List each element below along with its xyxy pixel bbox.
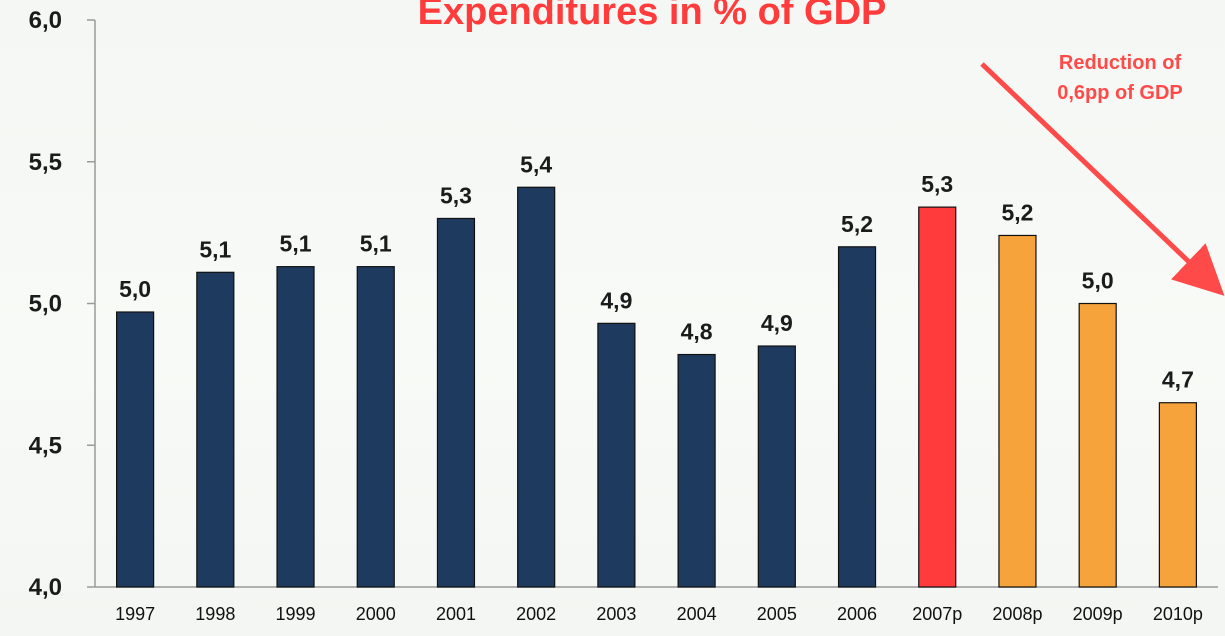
bar-2005 [757, 345, 796, 588]
bar-2001 [436, 217, 476, 588]
annotation-line-1: Reduction of [1059, 52, 1182, 74]
x-tick-label-2005: 2005 [757, 604, 797, 624]
data-label-2009p: 5,0 [1082, 268, 1114, 294]
bar-2008p [998, 234, 1037, 588]
bar-1999 [276, 266, 315, 588]
bar-2002 [517, 186, 556, 588]
bar-1997 [116, 311, 155, 588]
data-labels: 5,0 5,1 5,1 5,1 5,3 5,4 4,9 4,8 4,9 5,2 5,3 5,2 5,0 4… [119, 151, 1194, 392]
bar-2000 [356, 266, 395, 588]
data-label-2006: 5,2 [841, 211, 873, 237]
x-tick-label-2004: 2004 [677, 604, 717, 624]
data-label-2001: 5,3 [440, 182, 472, 208]
x-tick-label-2002: 2002 [516, 604, 556, 624]
x-tick-label-2006: 2006 [837, 604, 877, 624]
x-tick-label-2000: 2000 [356, 604, 396, 624]
data-label-2004: 4,8 [681, 319, 713, 345]
y-tick-label: 5,0 [29, 291, 62, 318]
bar-2007p [918, 206, 957, 588]
bar-2006 [837, 246, 877, 588]
bar-2010p [1158, 402, 1197, 588]
x-tick-label-1999: 1999 [276, 604, 316, 624]
data-label-2008p: 5,2 [1001, 199, 1033, 225]
chart-title: Expenditures in % of GDP [418, 0, 887, 33]
data-label-1999: 5,1 [280, 231, 312, 257]
y-tick-label: 4,5 [29, 432, 62, 459]
data-label-1997: 5,0 [119, 276, 151, 302]
reduction-annotation: Reduction of 0,6pp of GDP [980, 52, 1225, 296]
x-axis-ticks: 1997 1998 1999 2000 2001 2002 2003 2004 2005 2006… [115, 604, 1203, 624]
reduction-arrow-icon [980, 62, 1225, 296]
x-tick-label-2008p: 2008p [992, 604, 1042, 624]
bar-1998 [196, 271, 235, 588]
bar-2009p [1078, 302, 1117, 588]
y-tick-label: 4,0 [29, 574, 62, 601]
data-label-2003: 4,9 [600, 287, 632, 313]
x-tick-label-1997: 1997 [115, 604, 155, 624]
y-tick-label: 5,5 [29, 149, 62, 176]
bar-2003 [597, 322, 636, 588]
x-tick-label-2010p: 2010p [1153, 604, 1203, 624]
x-tick-label-2003: 2003 [596, 604, 636, 624]
data-label-2007p: 5,3 [921, 171, 953, 197]
data-label-1998: 5,1 [199, 236, 231, 262]
annotation-line-2: 0,6pp of GDP [1057, 82, 1183, 104]
data-label-2002: 5,4 [520, 151, 552, 177]
x-tick-label-2007p: 2007p [912, 604, 962, 624]
data-label-2010p: 4,7 [1162, 367, 1194, 393]
y-tick-label: 6,0 [29, 7, 62, 34]
data-label-2005: 4,9 [761, 310, 793, 336]
bar-2004 [677, 353, 716, 588]
bar-series [116, 186, 1197, 588]
x-tick-label-2009p: 2009p [1073, 604, 1123, 624]
y-axis-ticks: 4,0 4,5 5,0 5,5 6,0 [29, 7, 95, 601]
x-tick-label-2001: 2001 [436, 604, 476, 624]
data-label-2000: 5,1 [360, 231, 392, 257]
x-tick-label-1998: 1998 [195, 604, 235, 624]
